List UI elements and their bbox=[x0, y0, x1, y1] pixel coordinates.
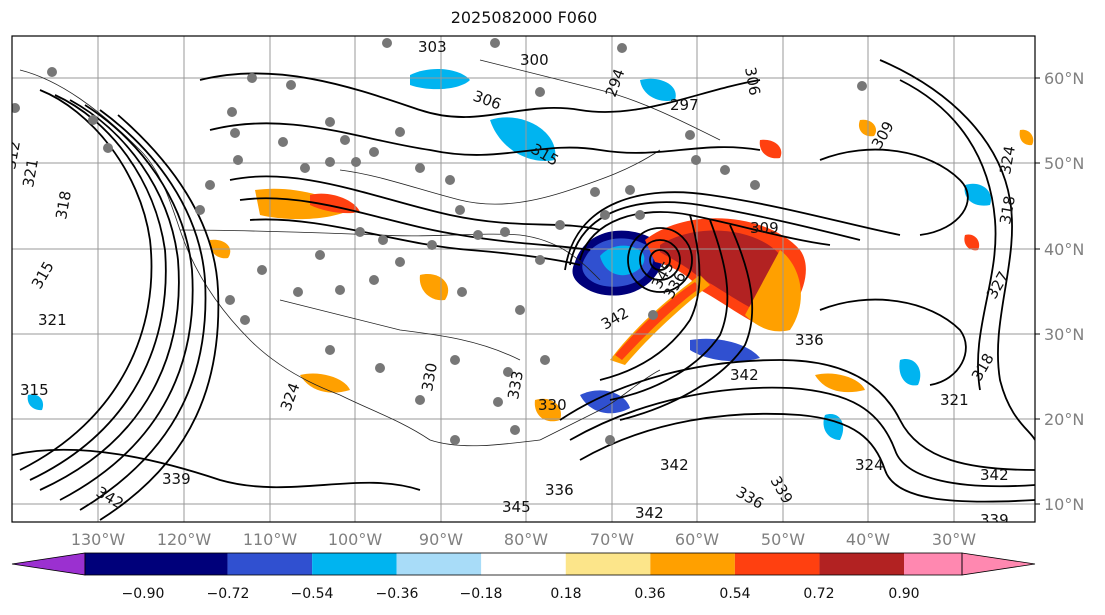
contour-label: 297 bbox=[670, 96, 699, 114]
colorbar-extend-low bbox=[11, 552, 86, 576]
colorbar-extend-high bbox=[961, 552, 1036, 576]
colorbar-segment bbox=[227, 553, 313, 575]
colorbar-tick-label: −0.36 bbox=[376, 586, 419, 602]
colorbar-tick-label: 0.72 bbox=[803, 586, 834, 602]
latitude-label: 40°N bbox=[1044, 240, 1084, 259]
contour-label: 303 bbox=[418, 38, 447, 56]
contour-label: 324 bbox=[996, 144, 1019, 175]
colorbar-tick-label: 0.54 bbox=[719, 586, 750, 602]
colorbar-tick-label: −0.54 bbox=[291, 586, 334, 602]
colorbar-segments bbox=[85, 553, 962, 575]
contour-label: 342 bbox=[980, 466, 1009, 484]
contour-label: 309 bbox=[750, 219, 779, 237]
colorbar-ticks: −0.90 −0.72 −0.54 −0.36 −0.18 0.18 0.36 … bbox=[122, 586, 920, 602]
colorbar-segment bbox=[481, 553, 566, 575]
longitude-label: 40°W bbox=[846, 530, 890, 549]
colorbar-tick-label: 0.36 bbox=[634, 586, 665, 602]
longitude-label: 130°W bbox=[71, 530, 126, 549]
contour-label: 336 bbox=[545, 481, 574, 499]
colorbar-tick-label: 0.18 bbox=[550, 586, 581, 602]
contour-label: 300 bbox=[520, 51, 549, 69]
colorbar-tick-label: −0.72 bbox=[207, 586, 250, 602]
contour-label: 324 bbox=[855, 456, 884, 474]
longitude-label: 80°W bbox=[504, 530, 548, 549]
latitude-axis-labels: 60°N 50°N 40°N 30°N 20°N 10°N bbox=[1044, 69, 1084, 514]
longitude-label: 120°W bbox=[157, 530, 212, 549]
map-frame bbox=[11, 35, 1036, 523]
contour-label: 321 bbox=[940, 391, 969, 409]
longitude-label: 50°W bbox=[761, 530, 805, 549]
longitude-label: 70°W bbox=[590, 530, 634, 549]
contour-label: 336 bbox=[795, 331, 824, 349]
contour-label: 339 bbox=[162, 470, 191, 488]
longitude-label: 60°W bbox=[675, 530, 719, 549]
colorbar-tick-label: −0.90 bbox=[122, 586, 165, 602]
latitude-label: 30°N bbox=[1044, 325, 1084, 344]
contour-label: 312 bbox=[1, 139, 24, 170]
contour-label: 321 bbox=[19, 157, 42, 188]
contour-label: 318 bbox=[996, 194, 1019, 225]
latitude-label: 10°N bbox=[1044, 495, 1084, 514]
contour-label: 321 bbox=[38, 311, 67, 329]
colorbar-segment bbox=[650, 553, 735, 575]
contour-label: 339 bbox=[980, 511, 1009, 529]
observation-dots bbox=[12, 38, 867, 445]
contour-label: 306 bbox=[741, 66, 764, 97]
colorbar: −0.90 −0.72 −0.54 −0.36 −0.18 0.18 0.36 … bbox=[11, 552, 1036, 602]
gridlines bbox=[12, 36, 1035, 522]
latitude-label: 50°N bbox=[1044, 154, 1084, 173]
contour-label: 330 bbox=[538, 396, 567, 414]
colorbar-segment bbox=[819, 553, 904, 575]
longitude-label: 90°W bbox=[419, 530, 463, 549]
latitude-label: 20°N bbox=[1044, 410, 1084, 429]
latitude-ticks bbox=[1035, 77, 1040, 505]
colorbar-segment bbox=[312, 553, 397, 575]
colorbar-tick-label: −0.18 bbox=[460, 586, 503, 602]
contour-label: 342 bbox=[730, 366, 759, 384]
colorbar-segment bbox=[904, 553, 962, 575]
colorbar-segment bbox=[396, 553, 482, 575]
contour-label: 342 bbox=[635, 504, 664, 522]
colorbar-outline bbox=[84, 552, 963, 576]
colorbar-tick-label: 0.90 bbox=[888, 586, 919, 602]
longitude-axis-labels: 130°W 120°W 110°W 100°W 90°W 80°W 70°W 6… bbox=[71, 530, 976, 549]
longitude-label: 100°W bbox=[328, 530, 383, 549]
colorbar-segment bbox=[85, 553, 143, 575]
longitude-label: 30°W bbox=[932, 530, 976, 549]
contour-label: 315 bbox=[20, 381, 49, 399]
contour-label: 342 bbox=[660, 456, 689, 474]
colorbar-segment bbox=[143, 553, 228, 575]
latitude-label: 60°N bbox=[1044, 69, 1084, 88]
map-title: 2025082000 F060 bbox=[450, 8, 598, 27]
colorbar-segment bbox=[734, 553, 820, 575]
contour-label: 330 bbox=[418, 361, 441, 392]
longitude-label: 110°W bbox=[243, 530, 298, 549]
contour-label: 345 bbox=[502, 498, 531, 516]
height-contours bbox=[12, 59, 1035, 521]
colorbar-segment bbox=[565, 553, 651, 575]
contour-label: 333 bbox=[504, 369, 527, 400]
contour-label: 318 bbox=[52, 189, 75, 220]
